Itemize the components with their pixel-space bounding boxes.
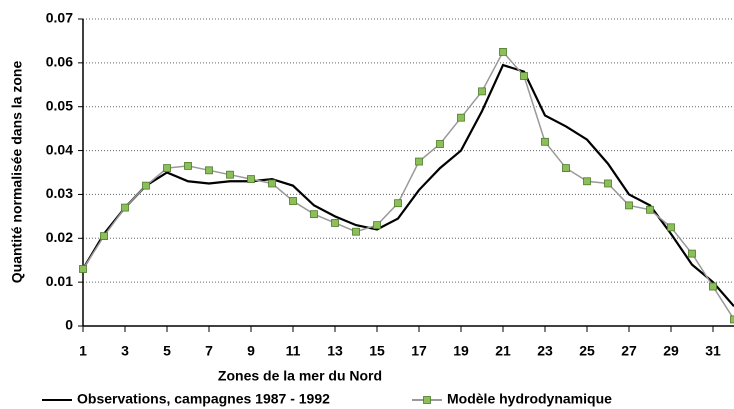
point xyxy=(79,265,87,273)
point xyxy=(499,47,507,56)
point xyxy=(520,72,528,80)
point xyxy=(310,210,318,219)
x-tick-label: 13 xyxy=(327,343,343,359)
point xyxy=(163,164,171,173)
point xyxy=(478,87,486,96)
x-tick-label: 29 xyxy=(663,343,679,359)
y-tick-label: 0.01 xyxy=(46,273,73,289)
x-tick-label: 3 xyxy=(121,343,129,359)
point xyxy=(205,166,213,175)
x-tick-label: 17 xyxy=(411,343,427,359)
point xyxy=(331,219,339,227)
series-line xyxy=(82,50,734,320)
point xyxy=(415,157,423,166)
point xyxy=(100,232,108,240)
point xyxy=(604,179,612,188)
point xyxy=(184,162,192,170)
x-tick-label: 15 xyxy=(369,343,385,359)
point xyxy=(436,140,444,148)
point xyxy=(583,177,591,186)
x-axis-label: Zones de la mer du Nord xyxy=(218,368,382,384)
point xyxy=(541,137,549,146)
y-axis-label: Quantité normalisée dans la zone xyxy=(9,61,25,284)
legend-marker xyxy=(423,396,431,404)
x-tick-label: 25 xyxy=(579,343,595,359)
x-tick-label: 5 xyxy=(163,343,171,359)
point xyxy=(688,249,696,258)
point xyxy=(289,197,297,205)
point xyxy=(709,282,717,291)
point xyxy=(562,164,570,173)
point xyxy=(226,170,234,179)
legend-label: Modèle hydrodynamique xyxy=(447,391,612,407)
x-tick-label: 31 xyxy=(705,343,721,359)
y-tick-label: 0.04 xyxy=(46,141,73,157)
point xyxy=(667,223,675,232)
y-tick-label: 0.05 xyxy=(46,97,73,113)
point xyxy=(373,221,381,230)
point xyxy=(352,227,360,236)
legend-label: Observations, campagnes 1987 - 1992 xyxy=(77,391,330,407)
x-tick-label: 7 xyxy=(205,343,213,359)
x-tick-label: 21 xyxy=(495,343,511,359)
y-tick-label: 0.06 xyxy=(46,54,73,70)
series-line xyxy=(82,63,734,307)
point xyxy=(394,199,402,208)
point xyxy=(121,203,129,212)
point xyxy=(646,205,654,214)
point xyxy=(247,175,255,183)
x-tick-label: 27 xyxy=(621,343,637,359)
point xyxy=(268,179,276,188)
x-tick-label: 11 xyxy=(286,343,301,359)
x-tick-label: 1 xyxy=(79,343,87,359)
y-tick-label: 0.07 xyxy=(46,10,73,26)
point xyxy=(457,113,465,122)
x-tick-label: 19 xyxy=(453,343,469,359)
point xyxy=(730,315,734,324)
point xyxy=(625,201,633,210)
point xyxy=(142,181,150,190)
y-tick-label: 0.02 xyxy=(46,229,73,245)
x-tick-label: 9 xyxy=(247,343,255,359)
y-tick-label: 0.03 xyxy=(46,185,73,201)
x-tick-label: 23 xyxy=(537,343,553,359)
y-tick-label: 0 xyxy=(65,317,73,333)
